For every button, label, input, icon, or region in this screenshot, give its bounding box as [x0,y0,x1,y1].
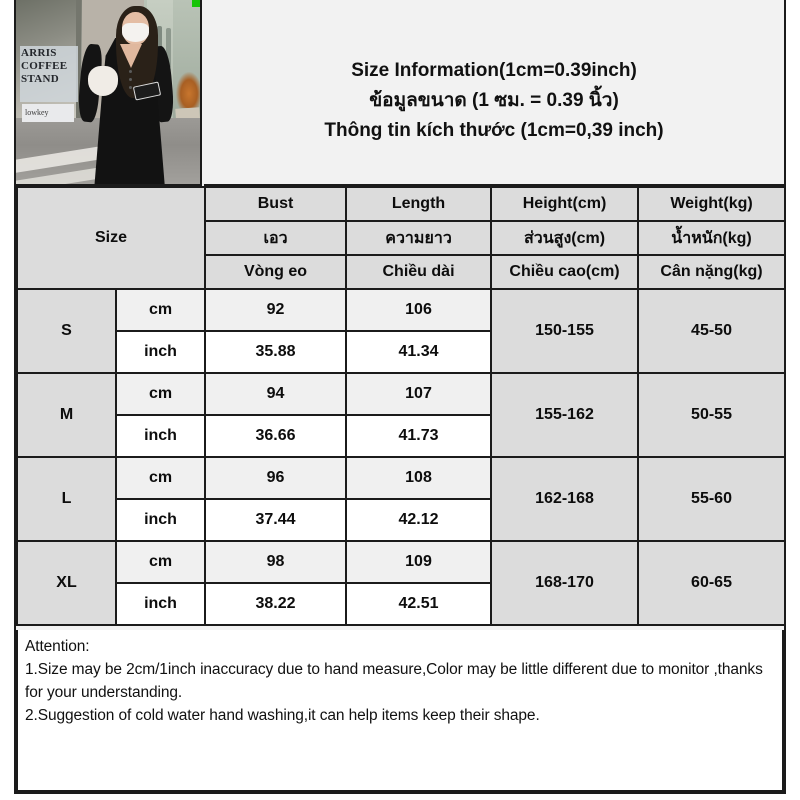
size-column-title: Size [15,186,207,290]
table-row: XL cm 98 109 168-170 60-65 [16,540,787,626]
weight-l: 55-60 [637,456,787,542]
table-row: inch 38.22 42.51 [17,582,785,626]
height-s: 150-155 [490,288,640,374]
header-length-th: ความยาว [345,220,493,256]
height-l: 162-168 [490,456,640,542]
unit-inch: inch [114,414,207,458]
face-mask [122,23,149,42]
cafe-sign-line-3: STAND [21,73,59,85]
unit-cm: cm [114,540,207,584]
unit-inch: inch [114,330,207,374]
cafe-sign-text: ARRIS COFFEE STAND [21,47,79,86]
title-line-vietnamese: Thông tin kích thước (1cm=0,39 inch) [324,120,664,141]
header-height-en: Height(cm) [490,186,640,222]
bust-inch-s: 35.88 [204,330,348,374]
size-chart-table: Size Bust Length Height(cm) Weight(kg) เ… [15,186,787,626]
size-information-title: Size Information(1cm=0.39inch) ข้อมูลขนา… [204,0,784,186]
lowkey-sign-text: lowkey [25,108,49,117]
table-header-row-vietnamese: Vòng eo Chiều dài Chiều cao(cm) Cân nặng… [17,254,787,290]
title-line-thai: ข้อมูลขนาด (1 ซม. = 0.39 นิ้ว) [369,90,619,111]
header-length-en: Length [345,186,493,222]
bust-cm-l: 96 [204,456,348,500]
header-height-vi: Chiều cao(cm) [490,254,640,290]
table-header-row-thai: เอว ความยาว ส่วนสูง(cm) น้ำหนัก(kg) [17,220,787,256]
bust-cm-m: 94 [204,372,348,416]
cafe-sign [20,46,78,102]
attention-heading: Attention: [25,638,90,655]
table-header-row-english: Size Bust Length Height(cm) Weight(kg) [15,186,787,290]
size-label-xl: XL [16,540,117,626]
header-length-vi: Chiều dài [345,254,493,290]
weight-xl: 60-65 [637,540,787,626]
unit-cm: cm [114,456,207,500]
unit-inch: inch [114,498,207,542]
green-corner-marker [192,0,200,7]
table-row: inch 37.44 42.12 [17,498,785,542]
unit-cm: cm [114,288,207,332]
height-m: 155-162 [490,372,640,458]
header-bust-vi: Vòng eo [204,254,348,290]
handbag [88,66,118,96]
table-row: S cm 92 106 150-155 45-50 [16,288,787,374]
bust-inch-m: 36.66 [204,414,348,458]
storefront-frame [76,0,81,126]
length-cm-s: 106 [345,288,493,332]
header-weight-vi: Cân nặng(kg) [637,254,787,290]
attention-item-1: 1.Size may be 2cm/1inch inaccuracy due t… [25,661,763,701]
unit-cm: cm [114,372,207,416]
bust-cm-s: 92 [204,288,348,332]
header-weight-en: Weight(kg) [637,186,787,222]
size-label-s: S [16,288,117,374]
attention-notes: Attention: 1.Size may be 2cm/1inch inacc… [16,630,784,792]
cafe-sign-line-1: ARRIS [21,47,57,59]
length-inch-s: 41.34 [345,330,493,374]
lowkey-sign: lowkey [22,104,74,122]
table-row: inch 36.66 41.73 [17,414,785,458]
header-weight-th: น้ำหนัก(kg) [637,220,787,256]
header-height-th: ส่วนสูง(cm) [490,220,640,256]
header-bust-en: Bust [204,186,348,222]
length-inch-m: 41.73 [345,414,493,458]
cafe-sign-line-2: COFFEE [21,60,68,72]
unit-inch: inch [114,582,207,626]
table-row: M cm 94 107 155-162 50-55 [16,372,787,458]
bust-cm-xl: 98 [204,540,348,584]
table-row: inch 35.88 41.34 [17,330,785,374]
title-line-english: Size Information(1cm=0.39inch) [351,60,637,81]
size-label-m: M [16,372,117,458]
height-xl: 168-170 [490,540,640,626]
bust-inch-l: 37.44 [204,498,348,542]
weight-s: 45-50 [637,288,787,374]
attention-item-2: 2.Suggestion of cold water hand washing,… [25,707,540,724]
weight-m: 50-55 [637,372,787,458]
length-cm-m: 107 [345,372,493,416]
dress-button [129,78,132,81]
length-inch-l: 42.12 [345,498,493,542]
length-cm-xl: 109 [345,540,493,584]
table-row: L cm 96 108 162-168 55-60 [16,456,787,542]
product-photo: ARRIS COFFEE STAND lowkey [16,0,202,186]
dress-button [129,86,132,89]
length-inch-xl: 42.51 [345,582,493,626]
length-cm-l: 108 [345,456,493,500]
door-handle-icon [166,28,171,68]
bust-inch-xl: 38.22 [204,582,348,626]
plant [176,72,200,108]
dress-button [129,70,132,73]
header-bust-th: เอว [204,220,348,256]
size-label-l: L [16,456,117,542]
photo-scene: ARRIS COFFEE STAND lowkey [16,0,200,184]
